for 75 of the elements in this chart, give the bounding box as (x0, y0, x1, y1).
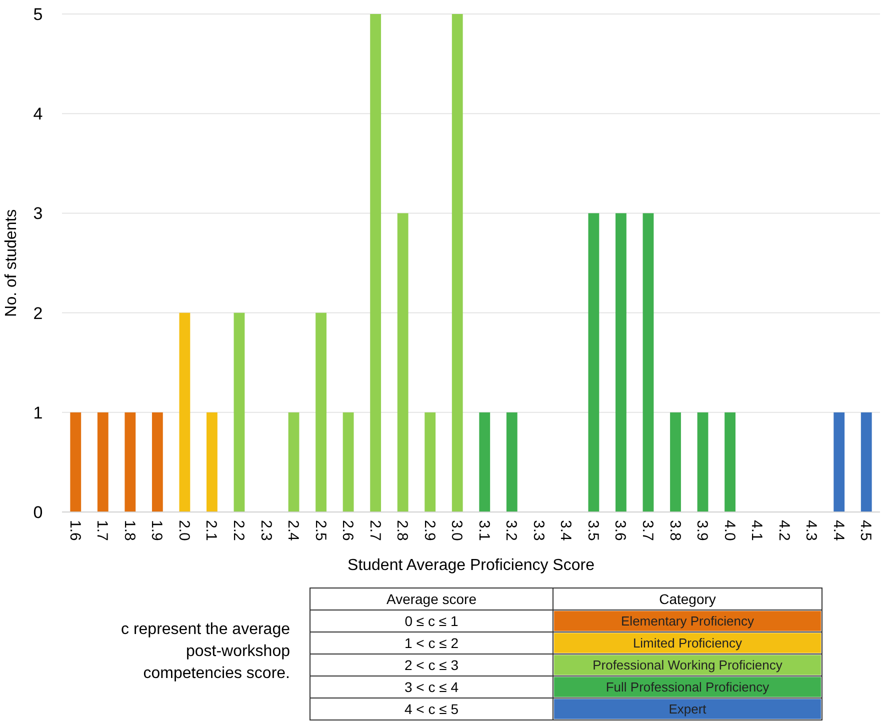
y-axis-title: No. of students (3, 209, 20, 317)
x-tick-label: 2.3 (257, 520, 274, 541)
bar (70, 412, 82, 512)
x-tick-label: 2.4 (284, 520, 302, 541)
x-axis-title: Student Average Proficiency Score (348, 557, 595, 574)
y-tick-label: 4 (33, 104, 43, 124)
bar (697, 412, 708, 512)
bar (342, 412, 354, 512)
x-tick-label: 3.5 (584, 520, 602, 541)
x-tick-label: 2.7 (366, 520, 384, 541)
y-tick-label: 1 (33, 403, 43, 422)
x-tick-label: 3.6 (612, 520, 629, 541)
x-tick-label: 1.9 (148, 520, 166, 541)
bar (588, 213, 600, 512)
x-tick-label: 2.2 (230, 520, 247, 541)
x-tick-label: 4.1 (748, 520, 766, 541)
text: Professional Working Proficiency (592, 658, 783, 673)
y-tick-label: 2 (33, 304, 43, 323)
bar (479, 412, 490, 512)
x-tick-label: 2.8 (394, 520, 411, 541)
x-tick-label: 3.0 (448, 520, 466, 541)
x-tick-label: 3.7 (638, 520, 656, 541)
x-tick-label: 4.3 (802, 520, 820, 541)
legend-title: Category (659, 590, 716, 607)
x-tick-label: 2.1 (202, 520, 220, 541)
text: Full Professional Proficiency (606, 680, 770, 695)
x-tick-label: 3.1 (475, 520, 492, 541)
bar (234, 312, 245, 512)
x-tick-label: 3.4 (557, 520, 574, 541)
bar (616, 213, 626, 512)
text: Expert (668, 702, 707, 717)
text: 2 < c ≤ 3 (404, 656, 459, 673)
x-tick-label: 3.2 (502, 520, 520, 541)
bar (206, 412, 218, 512)
x-tick-label: 3.8 (666, 520, 684, 541)
bar (860, 412, 872, 512)
text: Limited Proficiency (632, 636, 743, 651)
x-tick-label: 4.5 (857, 520, 874, 541)
y-tick-label: 5 (33, 4, 43, 24)
bar (670, 412, 681, 512)
x-tick-label: 2.9 (420, 520, 438, 541)
bar (834, 412, 845, 512)
text: Elementary Proficiency (621, 614, 754, 629)
bar (288, 412, 300, 512)
bar (452, 14, 463, 512)
bar (124, 412, 136, 512)
x-tick-label: 4.2 (775, 520, 792, 541)
bar (97, 412, 108, 512)
x-tick-label: 4.0 (720, 520, 738, 541)
text: c represent the average post-workshop competencies score. (121, 621, 290, 682)
bar (397, 213, 408, 512)
bar (316, 312, 326, 512)
bar (724, 412, 736, 512)
text: 1 < c ≤ 2 (404, 634, 459, 651)
x-tick-label: 2.0 (175, 520, 192, 541)
x-tick-label: 4.4 (830, 520, 847, 541)
bar (642, 213, 654, 512)
x-tick-label: 1.8 (120, 520, 138, 541)
text: Average score (386, 590, 477, 607)
x-tick-label: 1.7 (94, 520, 111, 541)
bar (506, 412, 518, 512)
bar (370, 14, 382, 512)
y-tick-label: 0 (33, 502, 43, 522)
bar (179, 312, 190, 512)
bar (152, 412, 163, 512)
text: 3 < c ≤ 4 (404, 678, 459, 695)
text: 0 ≤ c ≤ 1 (404, 612, 458, 629)
y-tick-label: 3 (33, 204, 43, 224)
x-tick-label: 3.3 (530, 520, 547, 541)
x-tick-label: 2.5 (312, 520, 329, 541)
x-tick-label: 3.9 (694, 520, 711, 541)
bar (424, 412, 436, 512)
text: 4 < c ≤ 5 (404, 700, 459, 717)
x-tick-label: 2.6 (339, 520, 356, 541)
x-tick-label: 1.6 (66, 520, 84, 541)
